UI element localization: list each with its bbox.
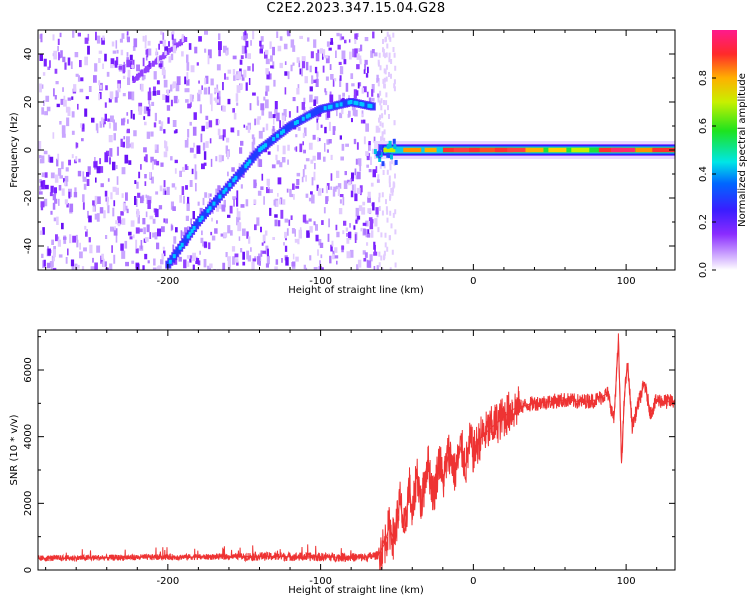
carrier-junction-speckle bbox=[378, 156, 382, 162]
spectrogram-y-tick-label: 40 bbox=[23, 48, 34, 61]
carrier-hotspot bbox=[525, 147, 544, 153]
snr-x-tick-label: -200 bbox=[156, 576, 179, 587]
snr-y-label: SNR (10 * v/v) bbox=[9, 414, 20, 485]
carrier-hotspot bbox=[611, 147, 636, 153]
carrier-junction-speckle bbox=[386, 152, 390, 158]
snr-series bbox=[38, 333, 675, 570]
spectrogram-x-tick-label: 0 bbox=[470, 276, 476, 287]
carrier-hotspot bbox=[571, 147, 590, 153]
spectrogram-y-tick-label: 20 bbox=[23, 96, 34, 109]
spectrogram-x-tick-label: -200 bbox=[156, 276, 179, 287]
carrier-junction-speckle bbox=[378, 150, 382, 156]
colorbar-tick-label: 0.6 bbox=[698, 118, 709, 134]
snr-y-tick-label: 6000 bbox=[23, 357, 34, 382]
carrier-hotspot bbox=[507, 147, 532, 153]
carrier-hotspot bbox=[403, 147, 422, 153]
carrier-hotspot bbox=[598, 147, 623, 153]
snr-y-axis: 0 2000 4000 6000 bbox=[23, 336, 675, 573]
spectrogram-carrier-line bbox=[373, 138, 675, 167]
colorbar: 0.0 0.2 0.4 0.6 0.8 Normalized spectral ampl… bbox=[698, 30, 748, 278]
colorbar-gradient bbox=[712, 30, 737, 270]
carrier-hotspot bbox=[453, 147, 478, 153]
carrier-hotspot bbox=[479, 147, 504, 153]
carrier-hotspot bbox=[494, 147, 513, 153]
snr-x-tick-label: 0 bbox=[470, 576, 476, 587]
spectrogram-noise-layer bbox=[38, 30, 397, 270]
carrier-junction-speckle bbox=[389, 154, 393, 160]
carrier-junction-speckle bbox=[386, 143, 390, 149]
carrier-hotspot bbox=[548, 147, 567, 153]
spectrogram-y-axis: -40 -20 0 20 40 bbox=[23, 29, 675, 271]
carrier-junction-speckle bbox=[393, 144, 397, 150]
colorbar-label: Normalized spectral amplitude bbox=[737, 73, 748, 227]
snr-y-tick-label: 0 bbox=[23, 567, 34, 573]
snr-y-tick-label: 2000 bbox=[23, 491, 34, 516]
spectrogram-y-label: Frequency (Hz) bbox=[9, 112, 20, 188]
spectrogram-x-tick-label: -100 bbox=[309, 276, 332, 287]
carrier-junction-speckle bbox=[381, 161, 385, 167]
carrier-hotspot bbox=[635, 147, 654, 153]
spectrogram-y-tick-label: -20 bbox=[23, 190, 34, 206]
colorbar-axis: 0.0 0.2 0.4 0.6 0.8 bbox=[698, 70, 716, 278]
carrier-junction-speckle bbox=[375, 151, 379, 157]
carrier-hotspot bbox=[652, 147, 675, 153]
snr-plot-area bbox=[38, 330, 675, 570]
spectrogram-x-tick-label: 100 bbox=[617, 276, 636, 287]
carrier-junction-speckle bbox=[392, 138, 396, 144]
carrier-hotspot bbox=[424, 147, 437, 153]
carrier-junction-speckle bbox=[394, 159, 398, 165]
snr-frame bbox=[37, 329, 676, 571]
carrier-hotspot bbox=[383, 147, 396, 153]
snr-y-tick-label: 4000 bbox=[23, 424, 34, 449]
colorbar-tick-label: 0.2 bbox=[698, 214, 709, 230]
carrier-junction-speckle bbox=[373, 149, 377, 155]
colorbar-tick-label: 0.0 bbox=[698, 262, 709, 278]
snr-x-tick-label: 100 bbox=[617, 576, 636, 587]
spectrogram-x-label: Height of straight line (km) bbox=[288, 285, 424, 296]
snr-trace bbox=[38, 339, 675, 559]
snr-x-tick-label: -100 bbox=[309, 576, 332, 587]
carrier-junction-speckle bbox=[388, 140, 392, 146]
snr-x-label: Height of straight line (km) bbox=[288, 585, 424, 596]
carrier-junction-speckle bbox=[379, 144, 383, 150]
spectrogram-y-tick-label: 0 bbox=[23, 147, 34, 153]
figure-title: C2E2.2023.347.15.04.G28 bbox=[266, 1, 446, 16]
spectrogram-x-axis: -200 -100 0 100 bbox=[45, 30, 658, 287]
carrier-junction-speckle bbox=[387, 152, 391, 158]
colorbar-tick-label: 0.8 bbox=[698, 70, 709, 86]
snr-x-axis: -200 -100 0 100 bbox=[45, 330, 658, 587]
snr-trace-noise bbox=[38, 333, 675, 570]
spectrogram-y-tick-label: -40 bbox=[23, 238, 34, 254]
colorbar-tick-label: 0.4 bbox=[698, 166, 709, 182]
